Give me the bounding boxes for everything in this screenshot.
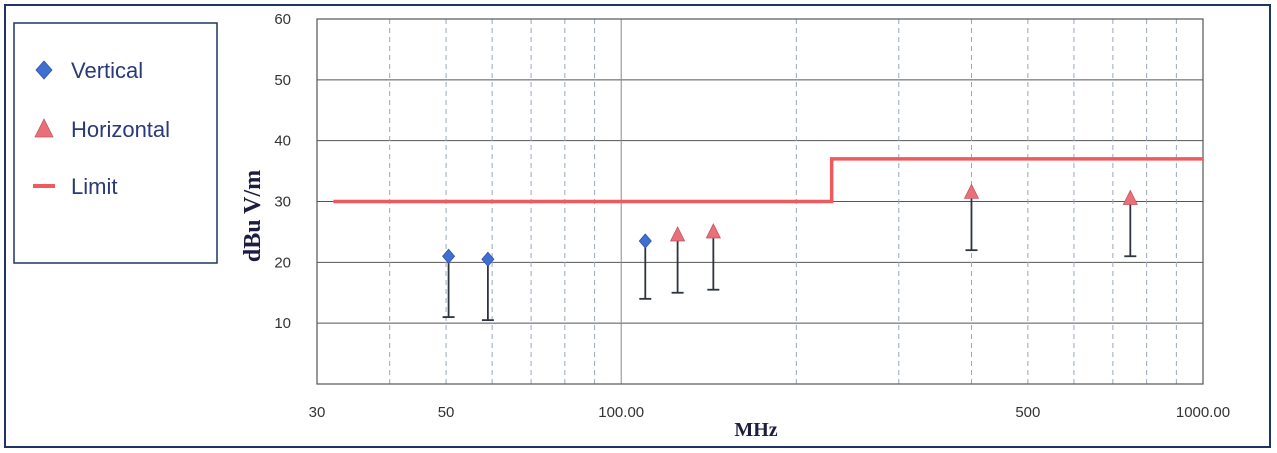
chart-frame: 10 20 30 40 50 60 30 50 100.00 500 1000.00 MHz dBu…	[4, 4, 1271, 448]
y-tick-label: 60	[274, 11, 291, 28]
emission-chart: 10 20 30 40 50 60 30 50 100.00 500 1000.00 MHz dBu…	[13, 11, 1230, 441]
x-tick-label: 50	[438, 404, 455, 421]
y-tick-label: 30	[274, 194, 291, 211]
tick-labels: 10 20 30 40 50 60 30 50 100.00 500 1000.00	[274, 11, 1230, 421]
x-tick-label: 100.00	[598, 404, 644, 421]
legend-triangle-icon	[34, 118, 54, 138]
triangle-marker	[669, 226, 686, 242]
x-tick-label: 500	[1015, 404, 1040, 421]
horizontal-point	[669, 226, 686, 294]
legend-label: Vertical	[71, 58, 143, 83]
vertical-point	[638, 233, 652, 300]
horizontal-point	[963, 183, 980, 252]
legend-label: Horizontal	[71, 117, 170, 142]
triangle-marker	[1122, 189, 1138, 205]
triangle-marker	[963, 183, 980, 199]
y-tick-label: 40	[274, 133, 291, 150]
y-tick-label: 20	[274, 254, 291, 271]
legend: Vertical Horizontal Limit	[13, 22, 218, 264]
x-tick-label: 1000.00	[1176, 404, 1230, 421]
x-tick-label: 30	[309, 404, 326, 421]
plot-border	[316, 18, 1204, 385]
y-tick-label: 50	[274, 72, 291, 89]
triangle-marker	[705, 223, 721, 239]
legend-item-vertical: Vertical	[35, 58, 143, 83]
legend-item-horizontal: Horizontal	[34, 117, 170, 142]
vertical-point	[481, 251, 495, 322]
diamond-marker	[481, 251, 495, 267]
data-points	[442, 183, 1138, 322]
limit-line	[333, 157, 1203, 204]
legend-label: Limit	[71, 174, 117, 199]
diamond-marker	[638, 233, 652, 249]
horizontal-point	[1122, 189, 1138, 258]
x-axis-title: MHz	[734, 419, 777, 441]
diamond-marker	[442, 248, 456, 264]
legend-box	[13, 22, 218, 264]
horizontal-point	[705, 223, 721, 291]
legend-diamond-icon	[35, 60, 53, 80]
vertical-point	[442, 248, 456, 318]
y-tick-label: 10	[274, 315, 291, 332]
limit-step-line	[333, 157, 1203, 204]
legend-item-limit: Limit	[33, 174, 117, 199]
y-axis-title: dBu V/m	[240, 170, 266, 262]
